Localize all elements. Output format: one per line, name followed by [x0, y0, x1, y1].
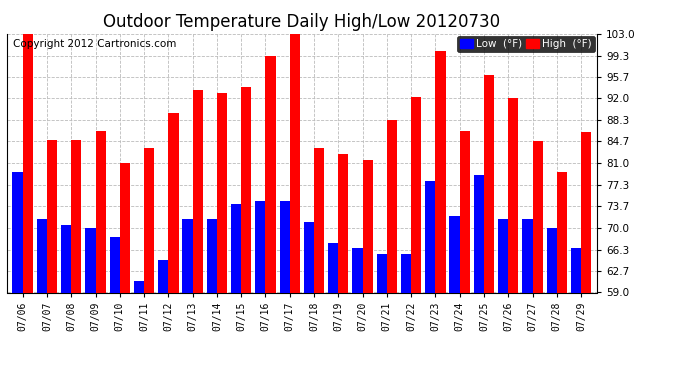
Bar [557, 172, 567, 292]
Bar [401, 254, 411, 292]
Bar [509, 99, 518, 292]
Bar [158, 260, 168, 292]
Bar [23, 34, 33, 292]
Bar [134, 281, 144, 292]
Bar [86, 228, 95, 292]
Bar [231, 204, 241, 292]
Bar [61, 225, 71, 292]
Bar [498, 219, 509, 292]
Bar [279, 201, 290, 292]
Bar [571, 248, 581, 292]
Bar [217, 93, 227, 292]
Bar [37, 219, 47, 292]
Bar [47, 140, 57, 292]
Bar [290, 34, 300, 292]
Bar [362, 160, 373, 292]
Bar [474, 175, 484, 292]
Bar [144, 148, 155, 292]
Bar [328, 243, 338, 292]
Bar [314, 148, 324, 292]
Bar [425, 181, 435, 292]
Title: Outdoor Temperature Daily High/Low 20120730: Outdoor Temperature Daily High/Low 20120… [104, 13, 500, 31]
Bar [533, 141, 543, 292]
Bar [110, 237, 120, 292]
Bar [12, 172, 23, 292]
Bar [581, 132, 591, 292]
Bar [353, 248, 362, 292]
Bar [522, 219, 533, 292]
Bar [411, 97, 422, 292]
Bar [168, 113, 179, 292]
Bar [95, 131, 106, 292]
Bar [120, 163, 130, 292]
Bar [193, 90, 203, 292]
Bar [241, 87, 251, 292]
Legend: Low  (°F), High  (°F): Low (°F), High (°F) [457, 36, 595, 52]
Bar [387, 120, 397, 292]
Bar [546, 228, 557, 292]
Text: Copyright 2012 Cartronics.com: Copyright 2012 Cartronics.com [13, 39, 176, 49]
Bar [266, 56, 276, 292]
Bar [182, 219, 193, 292]
Bar [304, 222, 314, 292]
Bar [338, 154, 348, 292]
Bar [207, 219, 217, 292]
Bar [435, 51, 446, 292]
Bar [460, 131, 470, 292]
Bar [71, 140, 81, 292]
Bar [449, 216, 460, 292]
Bar [484, 75, 494, 292]
Bar [377, 254, 387, 292]
Bar [255, 201, 266, 292]
